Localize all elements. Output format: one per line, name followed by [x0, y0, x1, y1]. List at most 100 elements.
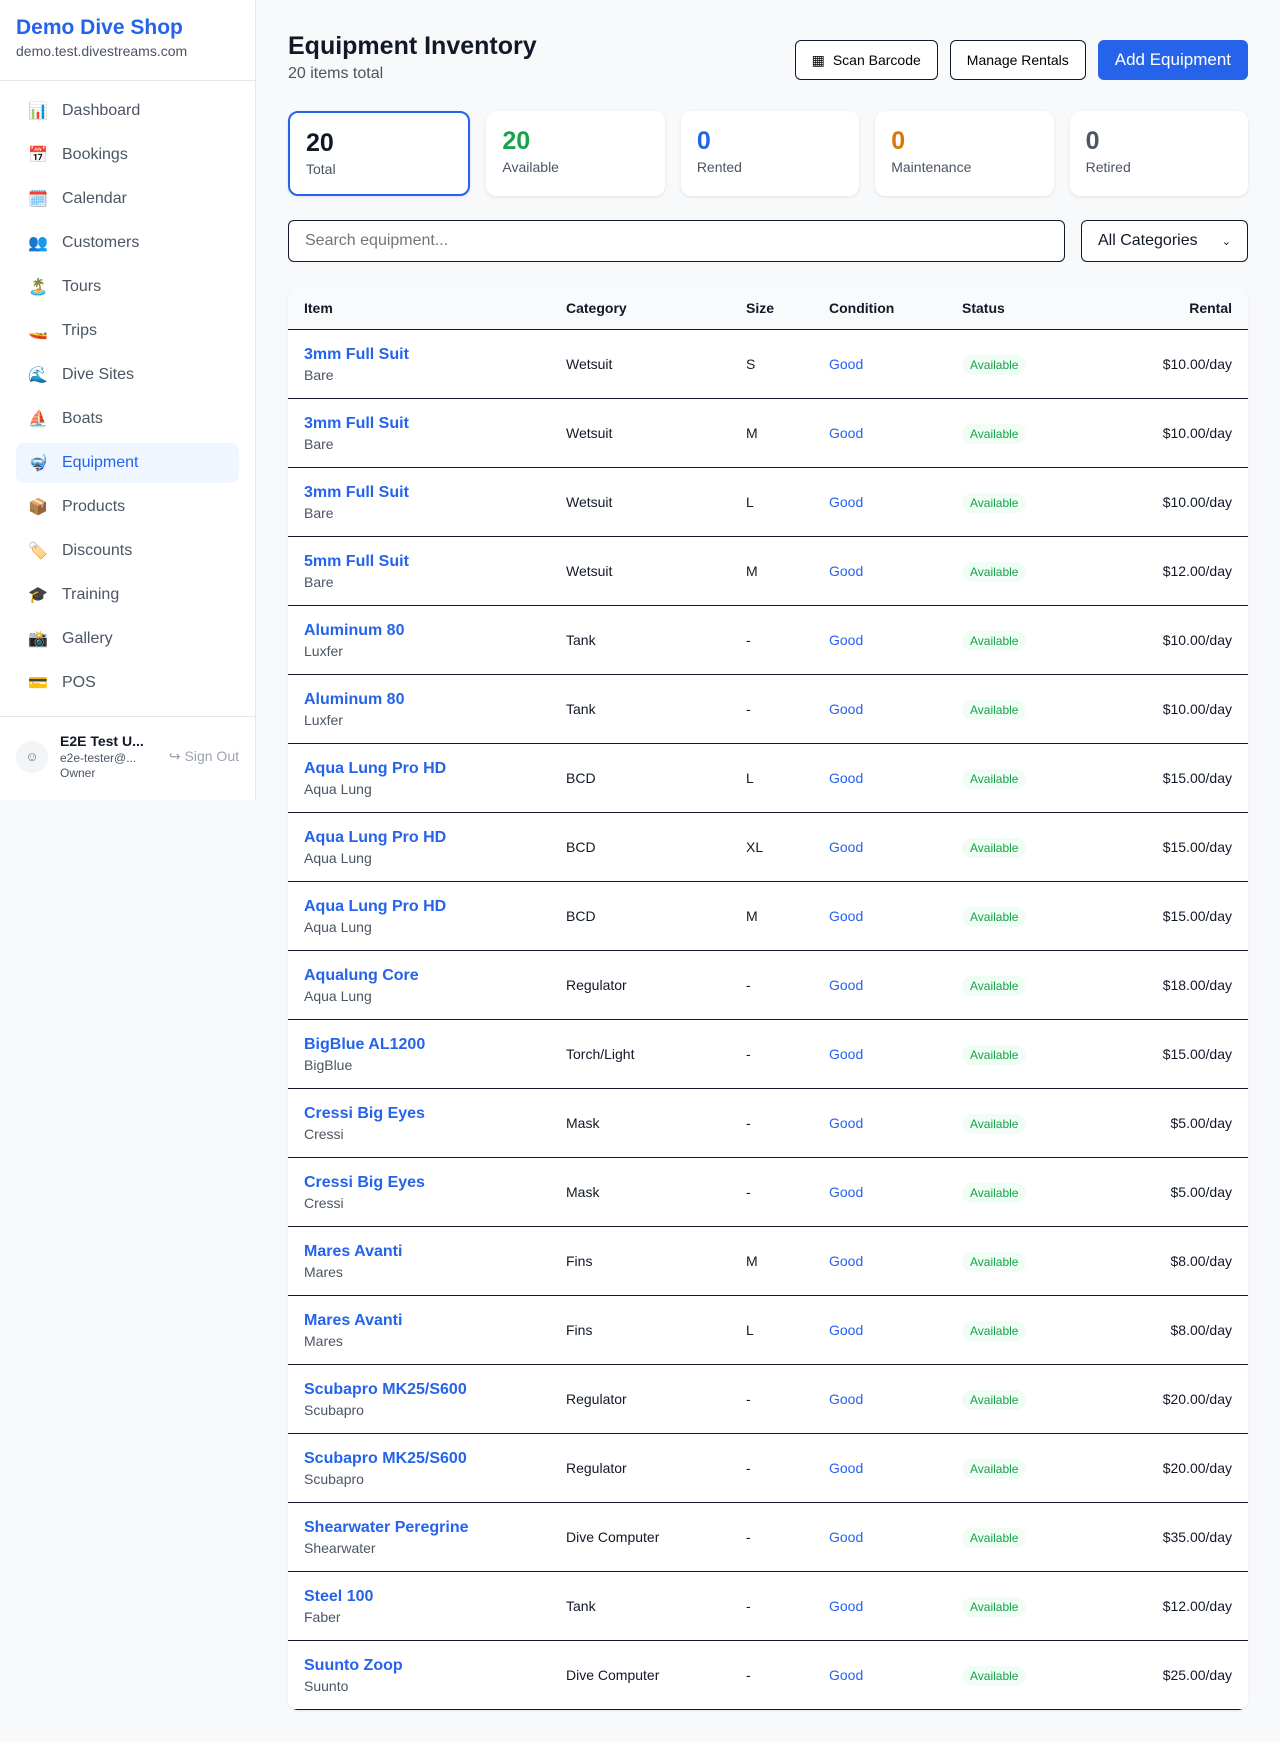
- status-badge: Available: [962, 631, 1027, 651]
- item-condition: Good: [829, 425, 864, 441]
- stat-card-retired[interactable]: 0 Retired: [1069, 111, 1249, 196]
- sidebar-item-trips[interactable]: 🚤 Trips: [16, 311, 239, 351]
- sidebar-item-gallery[interactable]: 📸 Gallery: [16, 619, 239, 659]
- item-name-link[interactable]: Scubapro MK25/S600: [304, 1449, 467, 1467]
- item-category: Tank: [566, 632, 596, 648]
- sidebar-item-bookings[interactable]: 📅 Bookings: [16, 135, 239, 175]
- sidebar-item-dashboard[interactable]: 📊 Dashboard: [16, 91, 239, 131]
- sidebar-item-label: Tours: [62, 278, 102, 295]
- item-size: -: [746, 1529, 751, 1545]
- search-input[interactable]: [288, 220, 1065, 262]
- stat-card-maintenance[interactable]: 0 Maintenance: [875, 111, 1054, 196]
- sidebar-item-label: Dive Sites: [62, 366, 135, 383]
- item-name-link[interactable]: BigBlue AL1200: [304, 1035, 426, 1053]
- shop-domain: demo.test.divestreams.com: [16, 43, 188, 59]
- item-category: Fins: [566, 1253, 593, 1269]
- stat-card-rented[interactable]: 0 Rented: [680, 111, 860, 196]
- sidebar-item-pos[interactable]: 💳 POS: [16, 663, 239, 703]
- item-size: XL: [746, 839, 764, 855]
- item-size: M: [746, 908, 758, 924]
- calendar-icon: 🗓️: [28, 191, 48, 208]
- item-name-link[interactable]: Cressi Big Eyes: [304, 1104, 425, 1122]
- item-rental-price: $8.00/day: [1170, 1322, 1233, 1338]
- item-rental-price: $8.00/day: [1170, 1253, 1233, 1269]
- category-select-value: All Categories: [1098, 232, 1198, 249]
- sidebar-item-tours[interactable]: 🏝️ Tours: [16, 267, 239, 307]
- item-size: -: [746, 1115, 751, 1131]
- item-name-link[interactable]: Aqua Lung Pro HD: [304, 759, 447, 777]
- page-title: Equipment Inventory: [288, 32, 537, 60]
- sidebar-item-boats[interactable]: ⛵ Boats: [16, 399, 239, 439]
- item-name-link[interactable]: Scubapro MK25/S600: [304, 1380, 467, 1398]
- sidebar-item-products[interactable]: 📦 Products: [16, 487, 239, 527]
- item-name-link[interactable]: Aluminum 80: [304, 690, 405, 708]
- sidebar-item-label: POS: [62, 674, 96, 691]
- stat-card-available[interactable]: 20 Available: [486, 111, 665, 196]
- stat-value: 0: [1085, 127, 1100, 155]
- table-row: Mares Avanti Mares Fins L Good Available …: [288, 1296, 1248, 1365]
- item-name-link[interactable]: Aqualung Core: [304, 966, 419, 984]
- item-size: -: [746, 1667, 751, 1683]
- category-select[interactable]: All Categories ⌄: [1081, 220, 1248, 262]
- chevron-down-icon: ⌄: [1221, 235, 1231, 248]
- sidebar-item-label: Bookings: [62, 146, 128, 163]
- item-condition: Good: [829, 1184, 864, 1200]
- item-name-link[interactable]: Suunto Zoop: [304, 1656, 403, 1674]
- item-condition: Good: [829, 1460, 864, 1476]
- status-badge: Available: [962, 1252, 1027, 1272]
- sidebar-item-label: Gallery: [62, 630, 113, 647]
- table-row: 3mm Full Suit Bare Wetsuit S Good Availab…: [288, 330, 1248, 399]
- item-rental-price: $25.00/day: [1162, 1667, 1232, 1683]
- sidebar-item-calendar[interactable]: 🗓️ Calendar: [16, 179, 239, 219]
- table-row: Suunto Zoop Suunto Dive Computer - Good A…: [288, 1641, 1248, 1710]
- item-category: Regulator: [566, 1460, 627, 1476]
- sign-out-button[interactable]: ↪ Sign Out: [169, 748, 239, 765]
- sidebar-item-customers[interactable]: 👥 Customers: [16, 223, 239, 263]
- item-rental-price: $15.00/day: [1162, 839, 1232, 855]
- item-name-link[interactable]: Aluminum 80: [304, 621, 405, 639]
- item-brand: Scubapro: [304, 1470, 364, 1487]
- table-row: Scubapro MK25/S600 Scubapro Regulator - G…: [288, 1365, 1248, 1434]
- item-size: M: [746, 425, 758, 441]
- item-name-link[interactable]: Mares Avanti: [304, 1311, 403, 1329]
- item-condition: Good: [829, 1322, 864, 1338]
- item-condition: Good: [829, 908, 864, 924]
- item-name-link[interactable]: Shearwater Peregrine: [304, 1518, 469, 1536]
- item-name-link[interactable]: 3mm Full Suit: [304, 345, 409, 363]
- sidebar-item-dive-sites[interactable]: 🌊 Dive Sites: [16, 355, 239, 395]
- item-size: S: [746, 356, 756, 372]
- add-equipment-button[interactable]: Add Equipment: [1097, 40, 1248, 80]
- item-name-link[interactable]: Aqua Lung Pro HD: [304, 828, 447, 846]
- sidebar-item-equipment[interactable]: 🤿 Equipment: [16, 443, 239, 483]
- scan-barcode-label: Scan Barcode: [832, 52, 921, 68]
- sidebar-item-discounts[interactable]: 🏷️ Discounts: [16, 531, 239, 571]
- sidebar-item-training[interactable]: 🎓 Training: [16, 575, 239, 615]
- item-brand: Aqua Lung: [304, 987, 372, 1004]
- manage-rentals-button[interactable]: Manage Rentals: [949, 40, 1086, 80]
- item-name-link[interactable]: Mares Avanti: [304, 1242, 403, 1260]
- item-size: -: [746, 977, 751, 993]
- item-category: Tank: [566, 701, 596, 717]
- item-name-link[interactable]: Steel 100: [304, 1587, 374, 1605]
- sidebar-item-label: Boats: [62, 410, 103, 427]
- table-row: Scubapro MK25/S600 Scubapro Regulator - G…: [288, 1434, 1248, 1503]
- item-size: M: [746, 1253, 758, 1269]
- item-category: BCD: [566, 770, 596, 786]
- shop-name[interactable]: Demo Dive Shop: [16, 16, 183, 39]
- stat-label: Available: [502, 159, 559, 175]
- item-name-link[interactable]: Cressi Big Eyes: [304, 1173, 425, 1191]
- item-name-link[interactable]: Aqua Lung Pro HD: [304, 897, 447, 915]
- item-brand: Cressi: [304, 1125, 344, 1142]
- item-size: -: [746, 1184, 751, 1200]
- item-name-link[interactable]: 3mm Full Suit: [304, 483, 409, 501]
- stat-label: Maintenance: [891, 159, 972, 175]
- stat-card-total[interactable]: 20 Total: [288, 111, 471, 196]
- stat-label: Rented: [696, 159, 742, 175]
- scan-barcode-button[interactable]: ▦ Scan Barcode: [794, 40, 938, 80]
- sidebar-item-label: Customers: [62, 234, 140, 251]
- item-name-link[interactable]: 5mm Full Suit: [304, 552, 409, 570]
- item-condition: Good: [829, 632, 864, 648]
- item-condition: Good: [829, 1598, 864, 1614]
- item-name-link[interactable]: 3mm Full Suit: [304, 414, 409, 432]
- gallery-icon: 📸: [28, 631, 48, 648]
